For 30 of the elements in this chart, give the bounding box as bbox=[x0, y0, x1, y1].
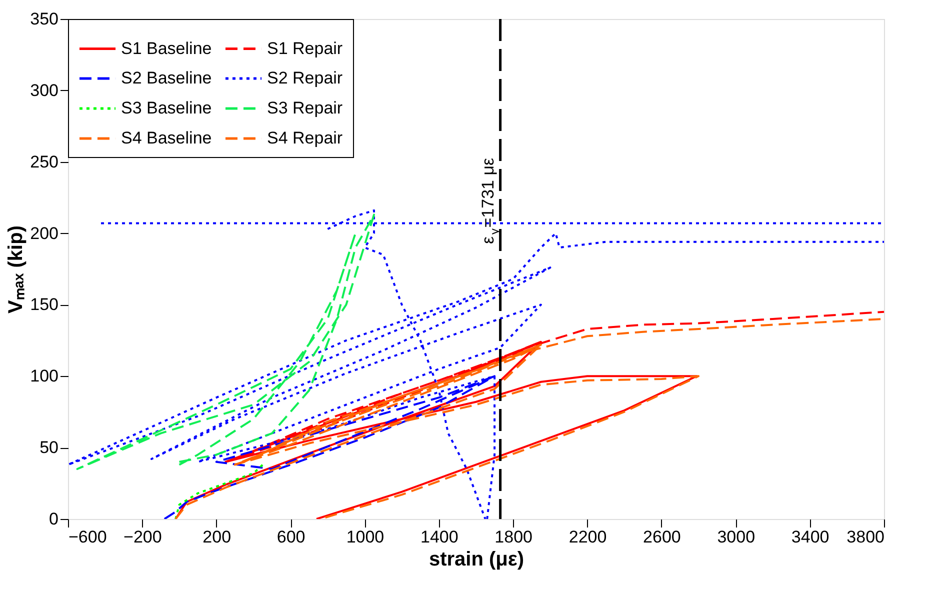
x-tick-label: 2600 bbox=[643, 528, 681, 546]
legend-label: S2 Baseline bbox=[121, 68, 212, 88]
legend-label: S1 Repair bbox=[267, 38, 343, 58]
y-tick-label: 300 bbox=[30, 80, 58, 100]
y-tick-label: 0 bbox=[49, 510, 58, 528]
legend-label: S3 Baseline bbox=[121, 98, 212, 118]
x-tick-label: 600 bbox=[276, 528, 306, 546]
legend-label: S4 Repair bbox=[267, 128, 343, 148]
x-tick-label: 3000 bbox=[717, 528, 756, 546]
x-tick-label: −600 bbox=[68, 528, 107, 546]
y-tick-label: 150 bbox=[30, 295, 58, 314]
y-axis-title: Vₘₐₓ (kip) bbox=[5, 226, 28, 314]
y-tick-label: 100 bbox=[30, 366, 58, 386]
x-tick-label: 1000 bbox=[346, 528, 384, 546]
legend-label: S2 Repair bbox=[267, 68, 343, 88]
x-tick-label: 200 bbox=[202, 528, 232, 546]
x-tick-label: 3800 bbox=[846, 528, 884, 546]
y-tick-label: 250 bbox=[30, 152, 58, 172]
legend-label: S3 Repair bbox=[267, 98, 343, 118]
x-tick-label: 1400 bbox=[420, 528, 458, 546]
x-tick-label: −200 bbox=[124, 528, 162, 546]
x-tick-label: 2200 bbox=[568, 528, 607, 546]
legend-label: S1 Baseline bbox=[121, 38, 212, 58]
x-tick-label: 1800 bbox=[494, 528, 533, 546]
legend-label: S4 Baseline bbox=[121, 128, 212, 148]
y-tick-label: 350 bbox=[30, 10, 58, 28]
x-tick-label: 3400 bbox=[791, 528, 830, 546]
y-tick-label: 50 bbox=[40, 438, 58, 458]
x-axis-title: strain (με) bbox=[428, 548, 524, 570]
y-tick-label: 200 bbox=[30, 224, 58, 243]
